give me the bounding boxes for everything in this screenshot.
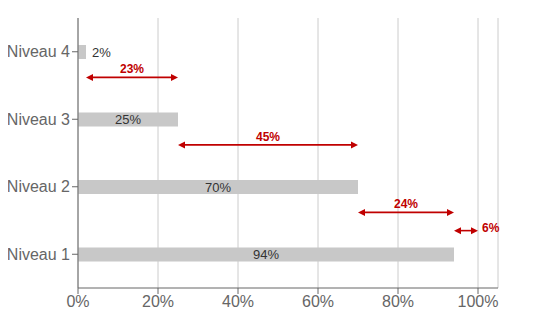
svg-text:25%: 25% [115,112,141,127]
svg-text:70%: 70% [205,180,231,195]
svg-text:6%: 6% [482,221,500,235]
svg-text:Niveau 2: Niveau 2 [8,178,70,195]
svg-text:Niveau 4: Niveau 4 [8,43,70,60]
svg-text:Niveau 3: Niveau 3 [8,111,70,128]
svg-text:0%: 0% [66,293,89,310]
svg-text:94%: 94% [253,247,279,262]
svg-text:20%: 20% [142,293,174,310]
svg-text:24%: 24% [394,197,418,211]
svg-text:2%: 2% [92,45,111,60]
svg-text:Niveau 1: Niveau 1 [8,246,70,263]
svg-text:45%: 45% [256,130,280,144]
svg-text:100%: 100% [458,293,499,310]
svg-text:23%: 23% [120,62,144,76]
svg-text:60%: 60% [302,293,334,310]
svg-text:80%: 80% [382,293,414,310]
svg-text:40%: 40% [222,293,254,310]
